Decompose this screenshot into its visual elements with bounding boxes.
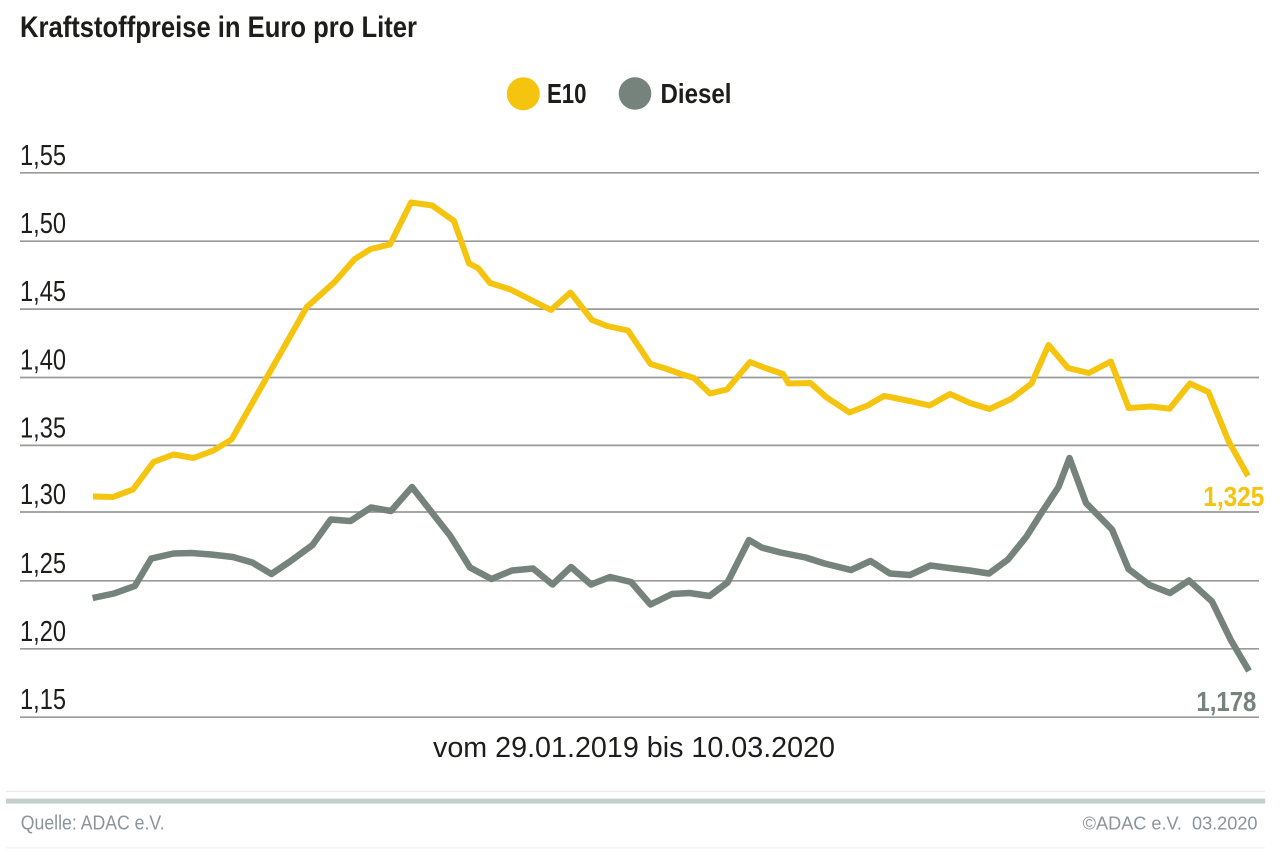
svg-text:1,178: 1,178 <box>1196 686 1256 717</box>
svg-text:1,25: 1,25 <box>20 548 66 580</box>
svg-text:1,15: 1,15 <box>20 684 66 716</box>
svg-text:vom 29.01.2019 bis 10.03.2020: vom 29.01.2019 bis 10.03.2020 <box>433 732 835 764</box>
svg-text:1,325: 1,325 <box>1203 481 1264 512</box>
svg-text:1,45: 1,45 <box>20 276 66 308</box>
svg-text:Diesel: Diesel <box>661 78 732 109</box>
svg-text:1,35: 1,35 <box>20 412 66 444</box>
svg-text:1,55: 1,55 <box>20 140 66 172</box>
svg-text:1,20: 1,20 <box>20 616 66 648</box>
svg-text:E10: E10 <box>547 78 587 109</box>
svg-text:Quelle: ADAC e.V.: Quelle: ADAC e.V. <box>21 811 165 834</box>
svg-text:1,30: 1,30 <box>20 479 66 511</box>
svg-text:1,50: 1,50 <box>20 208 66 240</box>
svg-text:1,40: 1,40 <box>20 345 66 377</box>
svg-text:©ADAC e.V. 03.2020: ©ADAC e.V. 03.2020 <box>1083 813 1258 833</box>
svg-text:Kraftstoffpreise in Euro pro L: Kraftstoffpreise in Euro pro Liter <box>20 11 417 44</box>
